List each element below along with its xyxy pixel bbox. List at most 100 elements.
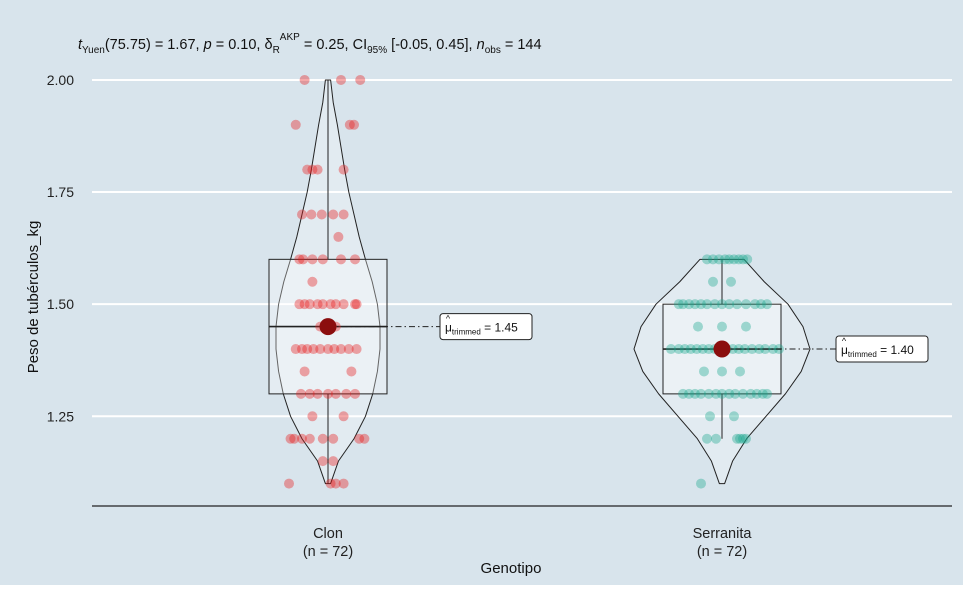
y-axis-title: Peso de tubérculos_kg bbox=[25, 221, 42, 374]
data-point bbox=[343, 344, 354, 355]
data-point bbox=[732, 299, 742, 310]
data-point bbox=[729, 254, 739, 265]
data-point bbox=[745, 388, 756, 399]
mean-label-box bbox=[439, 313, 533, 341]
x-axis-title: Genotipo bbox=[481, 560, 542, 577]
data-point bbox=[355, 74, 366, 85]
data-point bbox=[696, 388, 706, 399]
trimmed-mean-point bbox=[713, 340, 731, 358]
data-point bbox=[679, 344, 690, 355]
chart-subtitle: tYuen(75.75) = 1.67, p = 0.10, δRAKP = 0… bbox=[78, 32, 542, 56]
data-point bbox=[323, 344, 333, 355]
data-point bbox=[742, 254, 753, 265]
data-point bbox=[709, 299, 720, 310]
data-point bbox=[299, 366, 310, 377]
data-point bbox=[685, 344, 696, 355]
data-point bbox=[297, 433, 307, 444]
data-point bbox=[359, 433, 370, 444]
data-point bbox=[330, 388, 341, 399]
data-point bbox=[735, 433, 745, 444]
subtitle-delta-sub: R bbox=[273, 45, 280, 56]
data-point bbox=[733, 254, 744, 265]
data-point bbox=[329, 344, 340, 355]
x-tick-label-serranita: Serranita bbox=[693, 526, 753, 542]
x-tick-label-clon: Clon bbox=[313, 526, 343, 542]
grid-lines bbox=[92, 78, 952, 418]
data-point bbox=[354, 433, 365, 444]
subtitle-p-val: = 0.10, bbox=[212, 37, 265, 53]
mean-label-value: = 1.40 bbox=[877, 343, 914, 357]
data-point bbox=[346, 366, 357, 377]
subtitle-p: p bbox=[203, 37, 212, 53]
data-point bbox=[307, 254, 318, 265]
data-point bbox=[350, 299, 361, 310]
data-point bbox=[299, 74, 310, 85]
data-point bbox=[703, 344, 714, 355]
mean-label-mu: μ bbox=[445, 321, 452, 335]
data-point bbox=[762, 388, 772, 399]
data-point bbox=[729, 411, 739, 422]
subtitle-n: n bbox=[477, 37, 485, 53]
data-point bbox=[738, 254, 748, 265]
data-point bbox=[708, 276, 718, 287]
subtitle-t: t bbox=[78, 37, 83, 53]
data-point bbox=[690, 299, 700, 310]
boxplots bbox=[268, 79, 782, 484]
data-point bbox=[328, 209, 339, 220]
data-point bbox=[341, 388, 352, 399]
data-point bbox=[666, 344, 676, 355]
data-point bbox=[693, 321, 703, 332]
data-point bbox=[302, 344, 313, 355]
data-point bbox=[317, 254, 328, 265]
data-point bbox=[741, 299, 751, 310]
data-point bbox=[338, 299, 349, 310]
data-point bbox=[727, 344, 738, 355]
data-point bbox=[333, 231, 344, 242]
y-tick-label: 1.25 bbox=[47, 408, 74, 424]
mean-label-sub: trimmed bbox=[848, 350, 877, 359]
data-point bbox=[702, 299, 712, 310]
data-point bbox=[699, 366, 709, 377]
data-point bbox=[323, 388, 333, 399]
data-point bbox=[703, 388, 714, 399]
data-point bbox=[344, 119, 355, 130]
data-point bbox=[284, 478, 294, 489]
data-point bbox=[290, 119, 301, 130]
data-point bbox=[741, 433, 751, 444]
data-point bbox=[317, 433, 328, 444]
data-point bbox=[312, 164, 323, 175]
data-point bbox=[315, 344, 326, 355]
data-point bbox=[350, 388, 361, 399]
data-point bbox=[738, 388, 748, 399]
subtitle-delta-sup: AKP bbox=[280, 32, 300, 43]
mean-label-text: μtrimmed = 1.40 bbox=[841, 343, 914, 359]
subtitle-ci-val: [-0.05, 0.45], bbox=[387, 37, 476, 53]
data-point bbox=[299, 299, 310, 310]
data-point bbox=[350, 254, 361, 265]
data-point bbox=[304, 299, 315, 310]
data-point bbox=[678, 388, 688, 399]
data-point bbox=[705, 411, 715, 422]
mean-label-mu: μ bbox=[841, 343, 848, 357]
data-point bbox=[297, 209, 307, 220]
data-point bbox=[338, 209, 349, 220]
data-point bbox=[312, 299, 323, 310]
data-point bbox=[338, 478, 349, 489]
data-point bbox=[298, 254, 309, 265]
axes: 1.25 1.50 1.75 2.00 Clon (n = 72) Serranita (n … bbox=[47, 72, 952, 560]
data-point bbox=[762, 299, 772, 310]
x-tick-n-serranita: (n = 72) bbox=[697, 544, 747, 560]
data-point bbox=[304, 433, 315, 444]
data-point bbox=[757, 388, 768, 399]
data-point bbox=[304, 388, 315, 399]
data-point bbox=[717, 366, 727, 377]
data-point bbox=[336, 74, 346, 85]
data-point bbox=[289, 433, 300, 444]
mean-label-text: μtrimmed = 1.45 bbox=[445, 321, 518, 337]
data-point bbox=[741, 321, 751, 332]
data-point bbox=[720, 254, 730, 265]
data-point bbox=[295, 388, 306, 399]
data-point bbox=[724, 388, 735, 399]
subtitle-n-sub: obs bbox=[485, 45, 501, 56]
y-tick-label: 1.50 bbox=[47, 296, 74, 312]
